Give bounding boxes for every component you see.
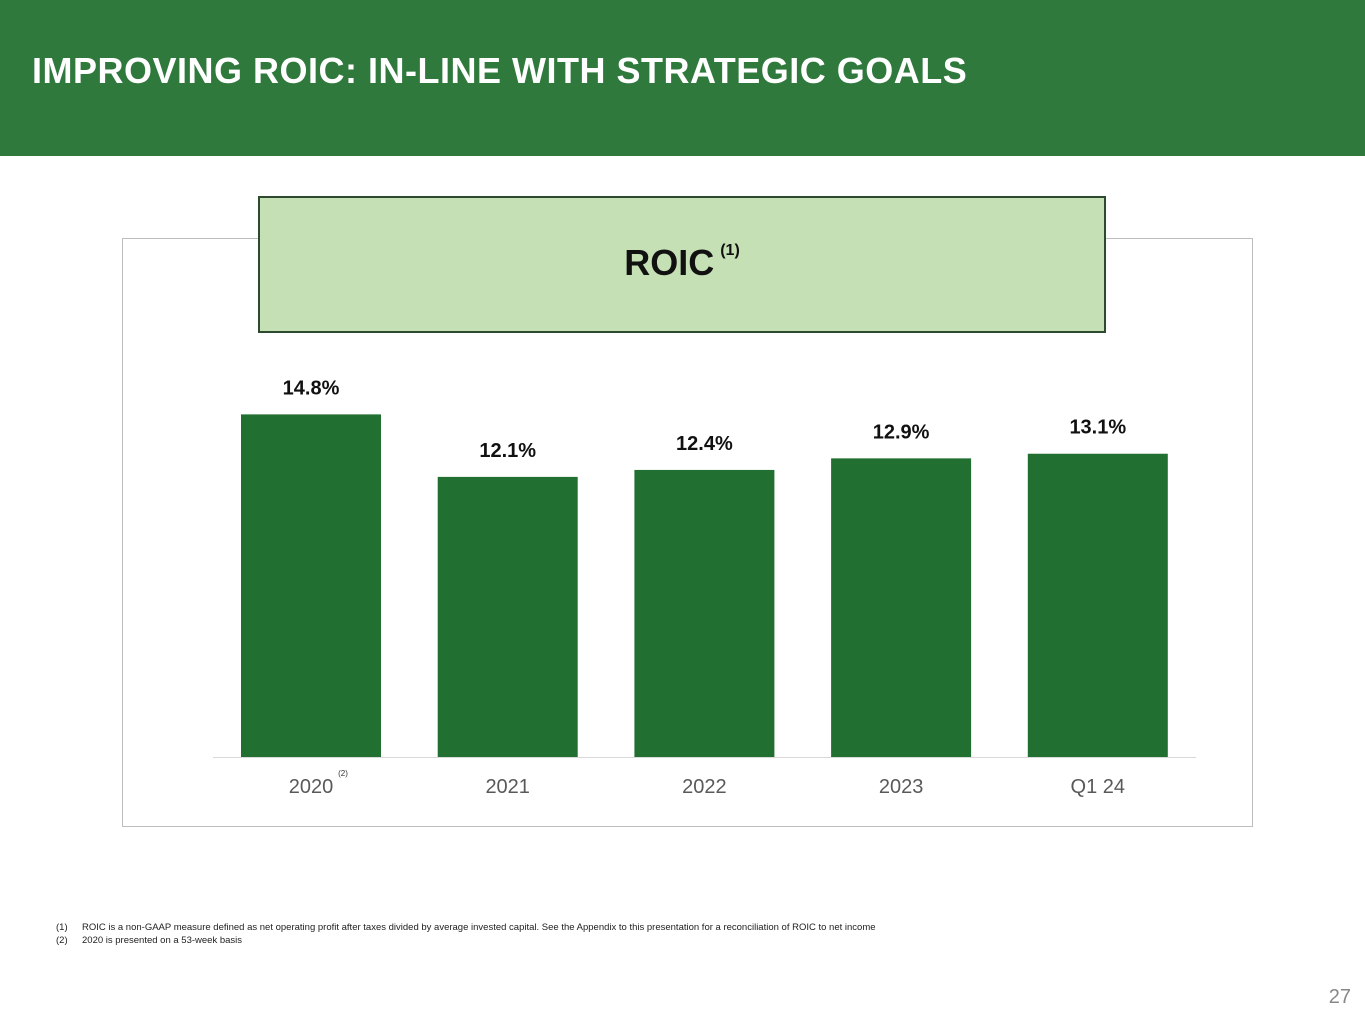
- data-label: 13.1%: [1069, 417, 1126, 439]
- x-tick-label: 2021: [485, 776, 530, 798]
- page-title: IMPROVING ROIC: IN-LINE WITH STRATEGIC G…: [32, 50, 968, 91]
- x-tick-footnote-ref: (2): [338, 769, 348, 778]
- bar-2021: [437, 476, 578, 757]
- x-tick-label: 2022: [682, 776, 727, 798]
- chart-title: ROIC (1): [260, 242, 1104, 284]
- x-tick-label: 2023: [879, 776, 924, 798]
- data-label: 12.9%: [873, 421, 930, 443]
- data-label: 12.1%: [479, 440, 536, 462]
- footnote-1: (1) ROIC is a non-GAAP measure defined as…: [56, 921, 876, 934]
- header-banner: IMPROVING ROIC: IN-LINE WITH STRATEGIC G…: [0, 0, 1365, 156]
- x-tick-label: 2020: [289, 776, 334, 798]
- footnotes: (1) ROIC is a non-GAAP measure defined as…: [56, 921, 876, 947]
- footnote-2-text: 2020 is presented on a 53-week basis: [82, 935, 243, 946]
- footnote-1-number: (1): [56, 922, 68, 933]
- footnote-2-number: (2): [56, 935, 68, 946]
- footnote-1-text: ROIC is a non-GAAP measure defined as ne…: [82, 922, 876, 933]
- bar-2023: [831, 458, 972, 757]
- chart-title-box: ROIC (1): [258, 196, 1106, 333]
- x-tick-label: Q1 24: [1071, 776, 1125, 798]
- chart-title-text: ROIC: [624, 242, 715, 283]
- bar-2022: [634, 469, 775, 757]
- footnote-2: (2) 2020 is presented on a 53-week basis: [56, 934, 876, 947]
- bar-q1-24: [1027, 453, 1168, 757]
- data-label: 14.8%: [283, 377, 340, 399]
- chart-title-footnote-ref: (1): [720, 242, 740, 259]
- bar-2020: [241, 414, 381, 757]
- data-label: 12.4%: [676, 433, 733, 455]
- page-number: 27: [1328, 986, 1351, 1008]
